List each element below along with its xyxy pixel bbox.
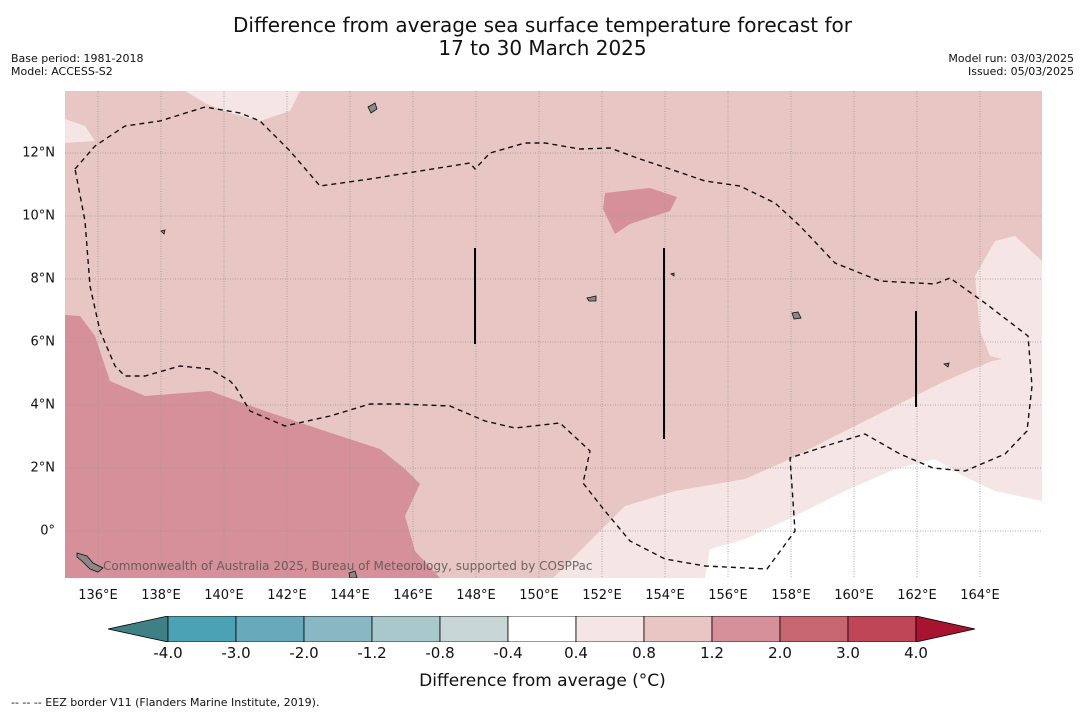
colorbar-tick-label: 0.8 — [632, 644, 656, 662]
colorbar-tick-label: 2.0 — [768, 644, 792, 662]
colorbar-bin — [303, 616, 373, 642]
colorbar-tick-label: -2.0 — [289, 644, 319, 662]
lon-tick-label: 142°E — [267, 588, 307, 603]
colorbar-bin — [643, 616, 713, 642]
colorbar-tick-label: 3.0 — [836, 644, 860, 662]
island-palau — [76, 552, 104, 573]
anomaly-region-0.4-0.8-nw-corner — [65, 119, 95, 143]
lat-tick-label: 6°N — [30, 334, 56, 350]
island-north — [367, 102, 378, 114]
lon-tick-label: 138°E — [141, 588, 181, 603]
lon-tick-label: 160°E — [834, 588, 874, 603]
colorbar-bin — [371, 616, 441, 642]
colorbar-over-arrow — [915, 616, 976, 642]
title-line-2: 17 to 30 March 2025 — [438, 36, 647, 60]
colorbar-bin — [439, 616, 509, 642]
colorbar-bin — [507, 616, 577, 642]
island-small-1 — [160, 229, 166, 235]
island-small-5 — [670, 272, 675, 277]
island-chuuk — [791, 311, 802, 320]
island-small-4 — [348, 570, 358, 578]
title-line-1: Difference from average sea surface temp… — [232, 13, 852, 37]
lat-tick-label: 12°N — [22, 145, 55, 161]
lon-tick-label: 140°E — [204, 588, 244, 603]
colorbar-tick-label: -4.0 — [153, 644, 183, 662]
colorbar-tick-label: 1.2 — [700, 644, 724, 662]
colorbar-tick-label: -3.0 — [221, 644, 251, 662]
lat-tick-label: 4°N — [30, 397, 56, 413]
lon-tick-label: 148°E — [456, 588, 496, 603]
colorbar-bin — [847, 616, 917, 642]
lon-tick-label: 146°E — [393, 588, 433, 603]
colorbar-bin — [779, 616, 849, 642]
lat-tick-label: 10°N — [22, 208, 55, 224]
anomaly-region-1.2-2.0-southwest — [65, 315, 440, 578]
model-run: Model run: 03/03/2025 — [948, 52, 1074, 65]
graticule — [65, 91, 1042, 578]
lon-tick-label: 144°E — [330, 588, 370, 603]
island-small-3 — [943, 362, 950, 368]
anomaly-region-neutral — [705, 459, 1042, 578]
lon-tick-label: 136°E — [78, 588, 118, 603]
anomaly-region-0.4-0.8-north — [185, 91, 300, 121]
colorbar-title: Difference from average (°C) — [419, 671, 666, 691]
model-info: Base period: 1981-2018 Model: ACCESS-S2 — [11, 52, 143, 78]
colorbar-bin — [167, 616, 237, 642]
colorbar-tick-label: -1.2 — [357, 644, 387, 662]
colorbar-under-arrow — [108, 616, 169, 642]
chart-title: Difference from average sea surface temp… — [0, 14, 1085, 60]
lon-tick-label: 154°E — [645, 588, 685, 603]
model-name: Model: ACCESS-S2 — [11, 65, 113, 78]
map-credit: Commonwealth of Australia 2025, Bureau o… — [103, 559, 593, 573]
colorbar-bin — [575, 616, 645, 642]
base-period: Base period: 1981-2018 — [11, 52, 144, 65]
lon-tick-label: 162°E — [897, 588, 937, 603]
lon-tick-label: 156°E — [708, 588, 748, 603]
island-small-2 — [586, 295, 597, 302]
lon-tick-label: 150°E — [519, 588, 559, 603]
colorbar-tick-label: -0.8 — [425, 644, 455, 662]
eez-legend-note: -- -- -- EEZ border V11 (Flanders Marine… — [11, 696, 320, 709]
anomaly-region-1.2-2.0-patch — [603, 188, 677, 234]
lat-tick-label: 8°N — [30, 271, 56, 287]
colorbar-bin — [711, 616, 781, 642]
run-info: Model run: 03/03/2025 Issued: 05/03/2025 — [948, 52, 1074, 78]
lon-tick-label: 158°E — [771, 588, 811, 603]
islands — [76, 102, 950, 578]
lon-tick-label: 152°E — [582, 588, 622, 603]
sst-anomaly-map[interactable] — [65, 91, 1042, 578]
lat-tick-label: 2°N — [30, 460, 56, 476]
colorbar-tick-label: 4.0 — [904, 644, 928, 662]
colorbar-tick-label: 0.4 — [564, 644, 588, 662]
lon-tick-label: 164°E — [960, 588, 1000, 603]
issued-date: Issued: 05/03/2025 — [967, 65, 1074, 78]
eez-border — [74, 106, 1033, 570]
colorbar — [108, 616, 976, 642]
colorbar-bin — [235, 616, 305, 642]
colorbar-tick-label: -0.4 — [493, 644, 523, 662]
lat-tick-label: 0° — [40, 523, 55, 539]
